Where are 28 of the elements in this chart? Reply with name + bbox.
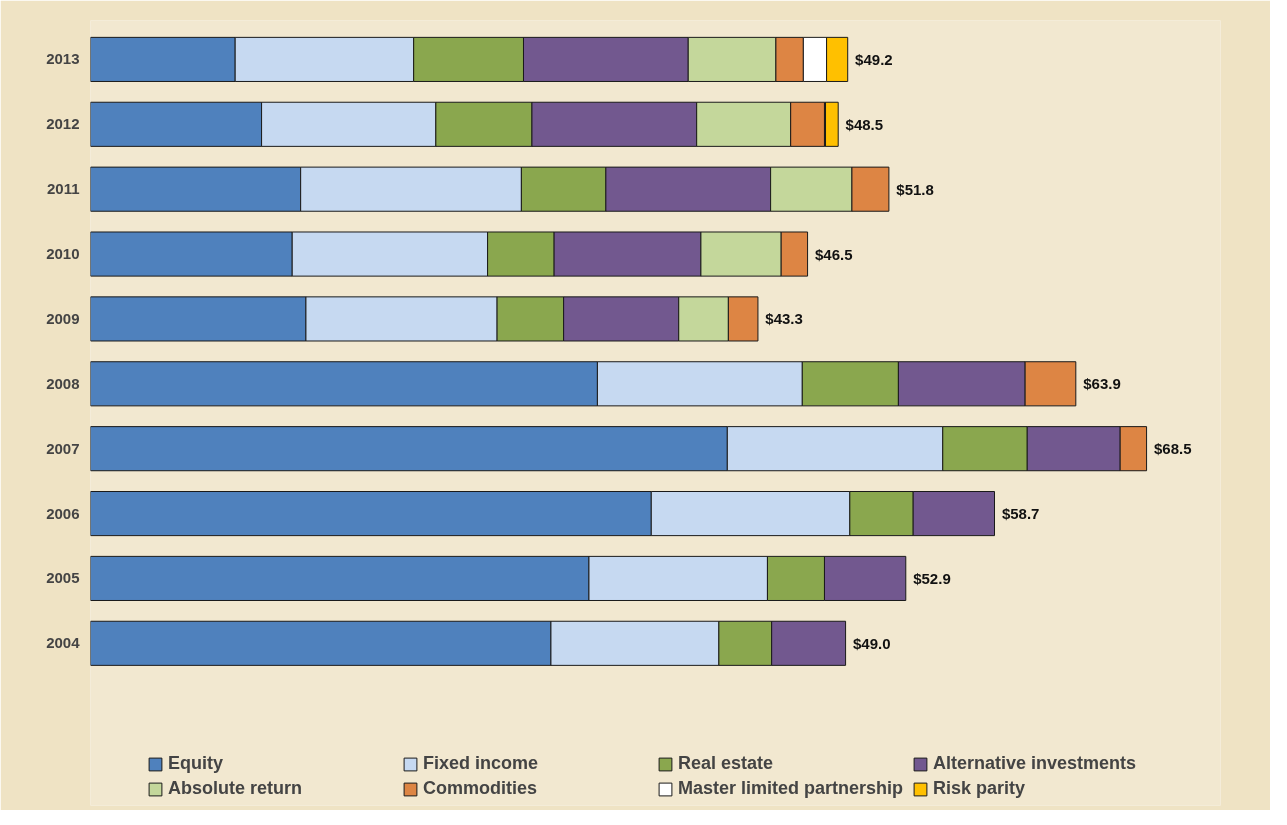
legend-label: Alternative investments bbox=[933, 753, 1138, 774]
y-tick-label: 2006 bbox=[46, 504, 80, 522]
legend-label: Equity bbox=[168, 753, 224, 774]
y-tick-label: 2012 bbox=[46, 115, 80, 133]
y-tick-label: 2009 bbox=[46, 309, 80, 327]
annotation: $51.8 bbox=[896, 180, 934, 198]
legend-label: Master limited partnership bbox=[678, 778, 905, 799]
y-tick-label: 2008 bbox=[46, 374, 80, 392]
annotation: $63.9 bbox=[1083, 375, 1121, 393]
legend-label: Risk parity bbox=[933, 778, 1027, 799]
legend-label: Commodities bbox=[423, 778, 538, 799]
legend-label: Absolute return bbox=[168, 778, 303, 799]
annotation: $49.0 bbox=[852, 634, 891, 652]
annotation: $52.9 bbox=[913, 569, 951, 587]
y-tick-label: 2013 bbox=[46, 50, 80, 68]
y-tick-label: 2011 bbox=[46, 180, 80, 198]
annotation: $48.5 bbox=[845, 115, 884, 133]
annotation: $49.2 bbox=[855, 50, 893, 68]
legend-label: Real estate bbox=[678, 753, 775, 774]
y-tick-label: 2005 bbox=[46, 569, 80, 587]
annotation: $46.5 bbox=[814, 245, 853, 263]
y-tick-label: 2007 bbox=[46, 439, 80, 457]
y-tick-label: 2004 bbox=[46, 634, 81, 652]
annotation: $68.5 bbox=[1153, 440, 1192, 458]
legend-label: Fixed income bbox=[423, 753, 540, 774]
annotation: $43.3 bbox=[765, 310, 803, 328]
annotation: $58.7 bbox=[1001, 505, 1040, 523]
y-tick-label: 2010 bbox=[46, 245, 80, 263]
